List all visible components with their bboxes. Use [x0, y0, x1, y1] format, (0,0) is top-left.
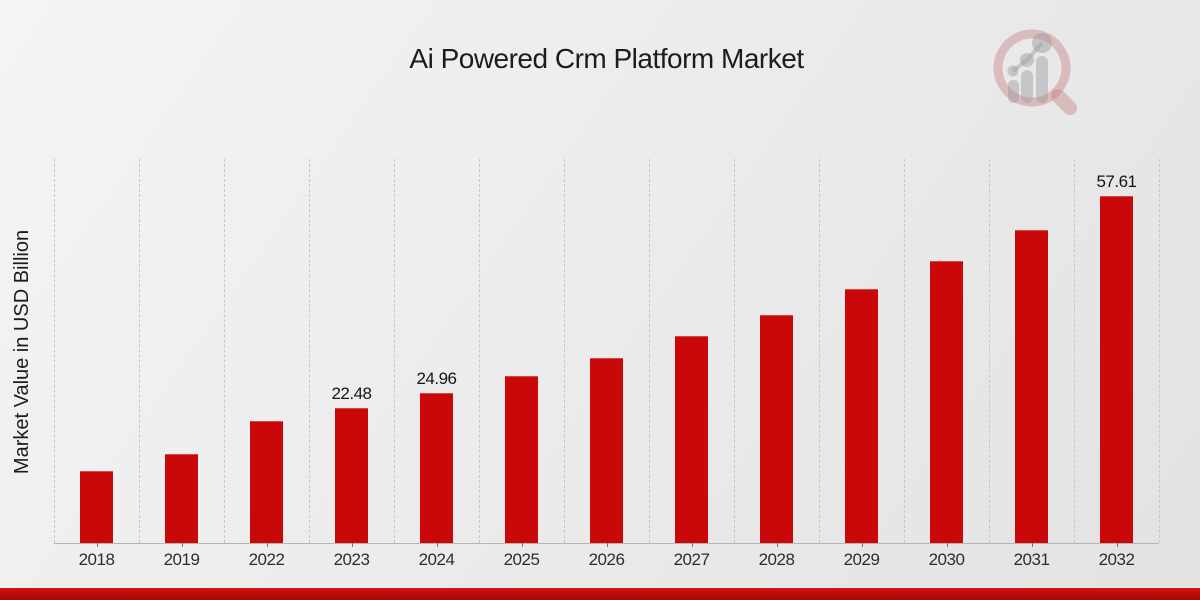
- bar-value-label-2024: 24.96: [416, 368, 457, 388]
- gridline: [139, 159, 140, 543]
- bar-2022: [250, 420, 283, 543]
- x-axis-tick: [1031, 543, 1033, 547]
- gridline: [394, 159, 395, 543]
- x-axis-tick: [861, 543, 863, 547]
- gridline: [309, 159, 310, 543]
- bar-2026: [590, 357, 623, 543]
- gridline: [224, 159, 225, 543]
- gridline: [479, 159, 480, 543]
- x-tick-label-2025: 2025: [503, 550, 540, 569]
- x-axis-tick: [96, 543, 98, 547]
- x-axis-tick: [521, 543, 523, 547]
- x-axis-tick: [776, 543, 778, 547]
- x-tick-label-2032: 2032: [1098, 550, 1135, 569]
- x-tick-label-2024: 2024: [418, 550, 455, 569]
- gridline: [1159, 159, 1160, 543]
- gridline: [564, 159, 565, 543]
- x-axis-tick: [691, 543, 693, 547]
- bar-2023: [335, 407, 368, 543]
- x-tick-label-2029: 2029: [843, 550, 880, 569]
- chart-title: Ai Powered Crm Platform Market: [409, 43, 804, 74]
- bar-2018: [80, 471, 113, 543]
- bar-2027: [675, 336, 708, 543]
- x-axis-tick: [436, 543, 438, 547]
- bar-2032: [1100, 196, 1133, 543]
- bar-2024: [420, 392, 453, 543]
- x-axis-tick: [606, 543, 608, 547]
- x-tick-label-2030: 2030: [928, 550, 965, 569]
- gridline: [54, 159, 55, 543]
- gridline: [819, 159, 820, 543]
- gridline: [904, 159, 905, 543]
- bar-value-label-2023: 22.48: [331, 383, 372, 403]
- x-axis-tick: [351, 543, 353, 547]
- gridline: [649, 159, 650, 543]
- magnifier-growth-bars-watermark-icon: [993, 29, 1077, 115]
- y-axis-label: Market Value in USD Billion: [11, 229, 33, 475]
- x-axis-tick: [1116, 543, 1118, 547]
- x-tick-label-2018: 2018: [78, 550, 115, 569]
- bar-2029: [845, 288, 878, 543]
- gridline: [989, 159, 990, 543]
- x-axis-tick: [946, 543, 948, 547]
- bar-2031: [1015, 229, 1048, 543]
- bar-2030: [930, 260, 963, 543]
- x-tick-label-2022: 2022: [248, 550, 285, 569]
- bar-2019: [165, 453, 198, 543]
- x-tick-label-2023: 2023: [333, 550, 370, 569]
- bar-value-label-2032: 57.61: [1096, 172, 1137, 191]
- x-axis-tick: [181, 543, 183, 547]
- bottom-banner: [0, 588, 1200, 600]
- gridline: [1074, 159, 1075, 543]
- x-tick-label-2031: 2031: [1013, 550, 1050, 569]
- x-tick-label-2027: 2027: [673, 550, 710, 569]
- gridline: [734, 159, 735, 543]
- bar-2025: [505, 376, 538, 543]
- x-tick-label-2026: 2026: [588, 550, 625, 569]
- x-axis-tick: [266, 543, 268, 547]
- plot-area: 2018 2019 2022 22.48 2023 24.96 2024 2025 2026 20…: [54, 159, 1160, 569]
- x-tick-label-2028: 2028: [758, 550, 795, 569]
- x-tick-label-2019: 2019: [163, 550, 200, 569]
- bar-2028: [760, 314, 793, 543]
